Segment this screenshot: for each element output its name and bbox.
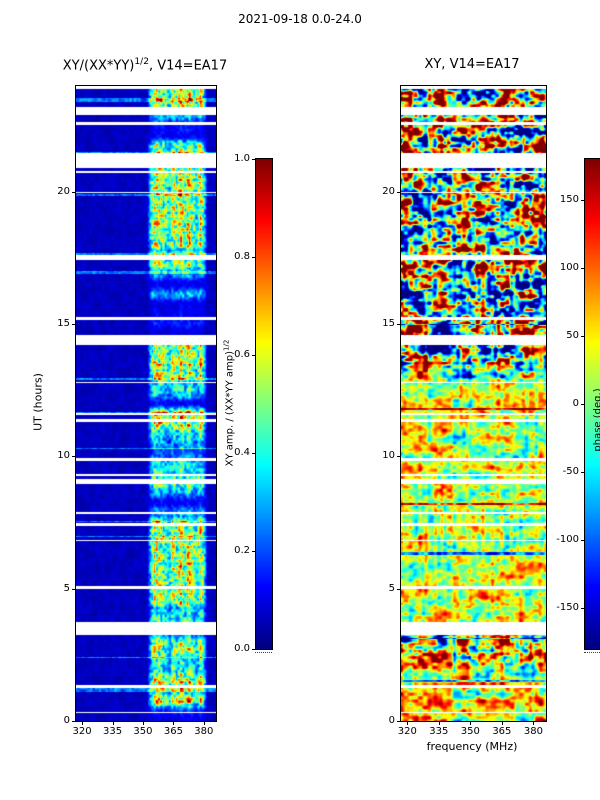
right-colorbar: -150 -100 -50 0 50 100 150 — [556, 158, 600, 650]
x-tick-mark — [438, 721, 440, 725]
y-tick-mark — [72, 324, 76, 326]
y-tick-mark — [72, 721, 76, 722]
x-tick-label: 350 — [133, 726, 153, 737]
right-colorbar-end-marks — [584, 652, 600, 653]
colorbar-tick-label: 1.0 — [234, 153, 250, 164]
colorbar-tick-label: 150 — [559, 193, 579, 205]
colorbar-tick-label: -50 — [562, 466, 579, 478]
colorbar-tick-label: -100 — [556, 534, 579, 546]
y-tick-label: 10 — [382, 450, 395, 462]
x-tick-mark — [470, 721, 472, 725]
y-tick-mark — [397, 456, 401, 458]
colorbar-tick-label: 0.8 — [234, 251, 250, 262]
right-colorbar-label: phase (deg.) — [592, 388, 600, 452]
right-heatmap-canvas — [401, 86, 546, 721]
colorbar-tick-mark — [581, 540, 585, 542]
y-tick-mark — [72, 456, 76, 458]
y-tick-mark — [72, 588, 76, 590]
colorbar-tick-mark — [581, 404, 585, 405]
x-tick-label: 380 — [523, 726, 543, 737]
left-heatmap-canvas — [76, 86, 216, 721]
colorbar-tick-mark — [252, 257, 256, 258]
right-colorbar-gradient — [585, 159, 600, 649]
x-tick-mark — [203, 721, 205, 725]
colorbar-tick-label: 0 — [572, 398, 579, 409]
left-panel-title-sup: 1/2 — [134, 57, 149, 67]
y-tick-label: 10 — [57, 450, 70, 462]
colorbar-tick-mark — [252, 355, 256, 356]
x-tick-label: 320 — [397, 726, 417, 737]
colorbar-tick-mark — [252, 551, 256, 552]
y-axis-label: UT (hours) — [31, 373, 45, 431]
colorbar-tick-label: 0.6 — [234, 349, 250, 360]
left-panel-title-rest: , V14=EA17 — [148, 58, 228, 74]
x-tick-label: 320 — [72, 726, 92, 737]
x-tick-label: 365 — [492, 726, 512, 737]
colorbar-tick-mark — [252, 649, 256, 650]
y-tick-mark — [397, 324, 401, 326]
colorbar-tick-label: 50 — [566, 329, 579, 341]
left-panel-title: XY/(XX*YY)1/2, V14=EA17 — [63, 57, 227, 73]
colorbar-tick-mark — [581, 472, 585, 474]
left-colorbar-gradient — [256, 159, 272, 649]
y-tick-mark — [397, 721, 401, 722]
colorbar-tick-mark — [581, 608, 585, 610]
y-tick-mark — [397, 191, 401, 193]
colorbar-tick-mark — [252, 453, 256, 454]
y-tick-label: 0 — [388, 715, 395, 726]
colorbar-tick-label: 0.4 — [234, 447, 250, 458]
y-tick-label: 15 — [57, 318, 70, 330]
left-colorbar-end-marks — [255, 652, 272, 653]
colorbar-tick-label: 0.2 — [234, 545, 250, 556]
x-tick-label: 365 — [163, 726, 183, 737]
y-tick-label: 20 — [382, 185, 395, 197]
x-tick-mark — [142, 721, 144, 725]
x-tick-mark — [112, 721, 114, 725]
figure-title: 2021-09-18 0.0-24.0 — [238, 12, 362, 26]
x-tick-mark — [173, 721, 175, 725]
left-colorbar-label-sup: 1/2 — [222, 339, 231, 351]
x-axis-label: frequency (MHz) — [426, 740, 518, 753]
colorbar-tick-mark — [581, 267, 585, 269]
right-heatmap-panel: 320 335 350 365 380 0 5 10 15 20 — [382, 85, 547, 737]
x-tick-mark — [501, 721, 503, 725]
y-tick-label: 15 — [382, 318, 395, 330]
colorbar-tick-mark — [581, 335, 585, 337]
left-panel-title-base: XY/(XX*YY) — [62, 58, 135, 74]
y-tick-label: 5 — [63, 582, 70, 594]
y-tick-mark — [397, 588, 401, 590]
colorbar-tick-mark — [252, 159, 256, 160]
y-tick-label: 0 — [63, 715, 70, 726]
y-tick-label: 5 — [388, 582, 395, 594]
colorbar-tick-label: 0.0 — [234, 643, 250, 654]
colorbar-tick-mark — [581, 199, 585, 201]
colorbar-tick-label: -150 — [556, 602, 579, 614]
x-tick-label: 350 — [460, 726, 480, 737]
x-tick-mark — [533, 721, 535, 725]
x-tick-mark — [82, 721, 84, 725]
x-tick-label: 380 — [194, 726, 214, 737]
right-panel-title: XY, V14=EA17 — [424, 57, 520, 72]
x-tick-label: 335 — [102, 726, 123, 737]
left-heatmap-panel: 320 335 350 365 380 0 5 10 15 20 — [57, 85, 217, 737]
y-tick-label: 20 — [57, 185, 70, 197]
colorbar-tick-label: 100 — [559, 261, 579, 273]
x-tick-label: 335 — [429, 726, 449, 737]
x-tick-mark — [407, 721, 409, 725]
y-tick-mark — [72, 191, 76, 193]
left-colorbar: 0.0 0.2 0.4 0.6 0.8 1.0 — [234, 154, 273, 654]
